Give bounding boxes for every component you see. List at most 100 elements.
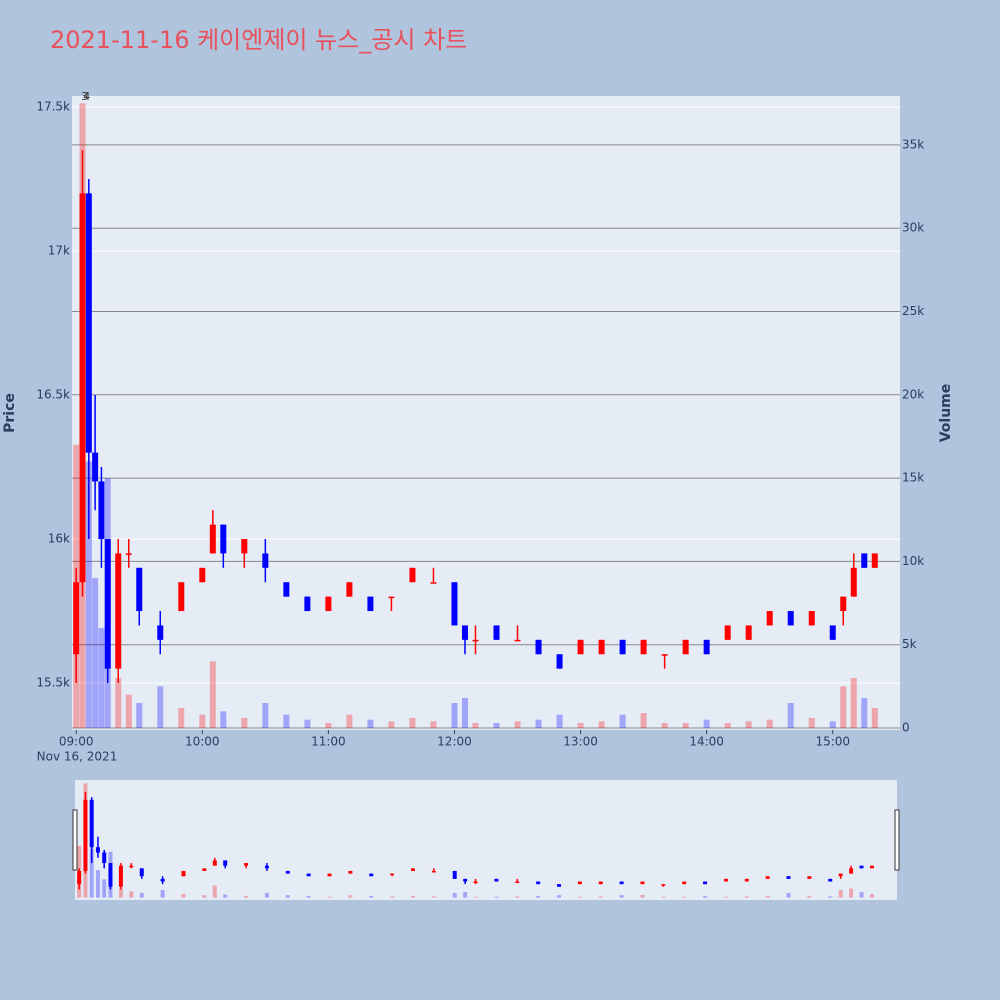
volume-bar bbox=[461, 698, 468, 729]
volume-bar bbox=[451, 703, 458, 729]
x-tick-label: 10:00 bbox=[185, 735, 220, 749]
candle-body bbox=[409, 567, 416, 583]
volume-bar bbox=[619, 895, 624, 898]
candle-body bbox=[724, 625, 731, 640]
candle-body bbox=[861, 553, 868, 568]
volume-bar bbox=[786, 893, 791, 898]
volume-bar bbox=[682, 896, 687, 898]
volume-bar bbox=[244, 895, 249, 898]
volume-bar bbox=[703, 719, 710, 729]
volume-bar bbox=[640, 713, 647, 729]
slider-handle[interactable] bbox=[894, 809, 900, 871]
candle-body bbox=[89, 799, 94, 848]
y-tick-label: 15.5k bbox=[36, 676, 70, 690]
volume-bar bbox=[178, 708, 185, 729]
x-date-label: Nov 16, 2021 bbox=[37, 750, 118, 764]
volume-bar bbox=[472, 723, 479, 729]
volume-bar bbox=[724, 723, 731, 729]
candle-body bbox=[869, 865, 874, 869]
candle-body bbox=[745, 625, 752, 640]
candle-body bbox=[129, 865, 134, 868]
volume-bar bbox=[556, 714, 563, 729]
candle-body bbox=[244, 863, 249, 866]
volume-bar bbox=[306, 896, 311, 898]
candle-body bbox=[859, 865, 864, 869]
volume-bar bbox=[199, 714, 206, 729]
volume-bar bbox=[557, 895, 562, 898]
candle-body bbox=[577, 639, 584, 655]
y2-tick-label: 15k bbox=[902, 471, 924, 485]
candle-body bbox=[682, 639, 689, 655]
y2-axis-title: Volume bbox=[938, 384, 954, 443]
volume-bar bbox=[871, 708, 878, 729]
volume-bar bbox=[515, 896, 520, 898]
candle-body bbox=[223, 860, 228, 866]
volume-bar bbox=[463, 892, 468, 898]
candle-body bbox=[766, 611, 773, 626]
volume-bar bbox=[346, 714, 353, 729]
volume-bar bbox=[577, 723, 584, 729]
candle-body bbox=[765, 876, 770, 879]
volume-bar bbox=[840, 686, 847, 729]
volume-bar bbox=[535, 719, 542, 729]
volume-bar bbox=[262, 703, 269, 729]
y-tick-label: 17k bbox=[48, 243, 70, 257]
slider-handle[interactable] bbox=[72, 809, 78, 871]
candle-body bbox=[849, 868, 854, 874]
candle-body bbox=[577, 881, 582, 885]
range-slider[interactable] bbox=[75, 780, 897, 900]
x-tick-label: 11:00 bbox=[311, 735, 346, 749]
candle-body bbox=[840, 596, 847, 612]
candle-body bbox=[473, 881, 478, 884]
candle-body bbox=[703, 881, 708, 885]
candle-body bbox=[472, 639, 479, 642]
y2-tick-label: 5k bbox=[902, 637, 917, 651]
volume-bar bbox=[536, 896, 541, 898]
volume-bar bbox=[241, 718, 248, 729]
candle-body bbox=[390, 873, 395, 876]
candle-body bbox=[493, 625, 500, 640]
volume-bar bbox=[808, 718, 815, 729]
volume-bar bbox=[473, 896, 478, 898]
volume-bar bbox=[157, 686, 164, 729]
volume-bar bbox=[766, 719, 773, 729]
volume-bar bbox=[598, 896, 603, 898]
volume-bar bbox=[861, 698, 868, 729]
candle-body bbox=[92, 452, 99, 482]
candle-body bbox=[346, 582, 353, 597]
candle-body bbox=[108, 863, 113, 887]
candle-body bbox=[181, 870, 186, 877]
candle-body bbox=[262, 553, 269, 568]
volume-bar bbox=[829, 721, 836, 729]
volume-bar bbox=[369, 896, 374, 898]
candle-body bbox=[325, 596, 332, 612]
candle-body bbox=[178, 582, 185, 612]
volume-bar bbox=[765, 896, 770, 898]
plot-area bbox=[72, 96, 900, 730]
volume-bar bbox=[745, 721, 752, 729]
candle-body bbox=[515, 881, 520, 884]
candle-body bbox=[212, 860, 217, 866]
candle-body bbox=[264, 865, 269, 869]
candle-body bbox=[703, 639, 710, 655]
candle-body bbox=[451, 582, 458, 626]
y-tick-label: 17.5k bbox=[36, 99, 70, 113]
candle-body bbox=[829, 625, 836, 640]
x-tick-label: 15:00 bbox=[815, 735, 850, 749]
volume-bar bbox=[89, 848, 94, 898]
candle-body bbox=[828, 878, 833, 882]
volume-bar bbox=[325, 723, 332, 729]
volume-bar bbox=[327, 896, 332, 898]
y-tick-label: 16.5k bbox=[36, 387, 70, 401]
candle-body bbox=[808, 611, 815, 626]
volume-bar bbox=[409, 718, 416, 729]
candle-body bbox=[327, 873, 332, 877]
candle-body bbox=[285, 870, 290, 874]
volume-bar bbox=[85, 461, 92, 729]
candle-body bbox=[98, 481, 105, 540]
volume-bar bbox=[850, 678, 857, 729]
candle-body bbox=[787, 611, 794, 626]
volume-bar bbox=[807, 895, 812, 898]
candle-body bbox=[463, 878, 468, 882]
